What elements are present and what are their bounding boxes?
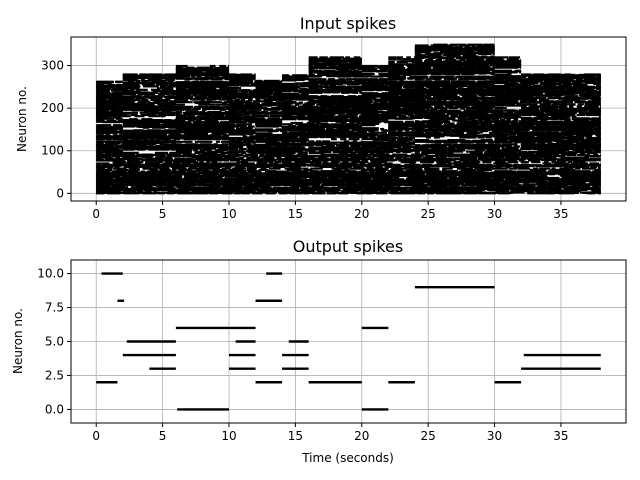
input-spike-marks xyxy=(96,43,601,195)
